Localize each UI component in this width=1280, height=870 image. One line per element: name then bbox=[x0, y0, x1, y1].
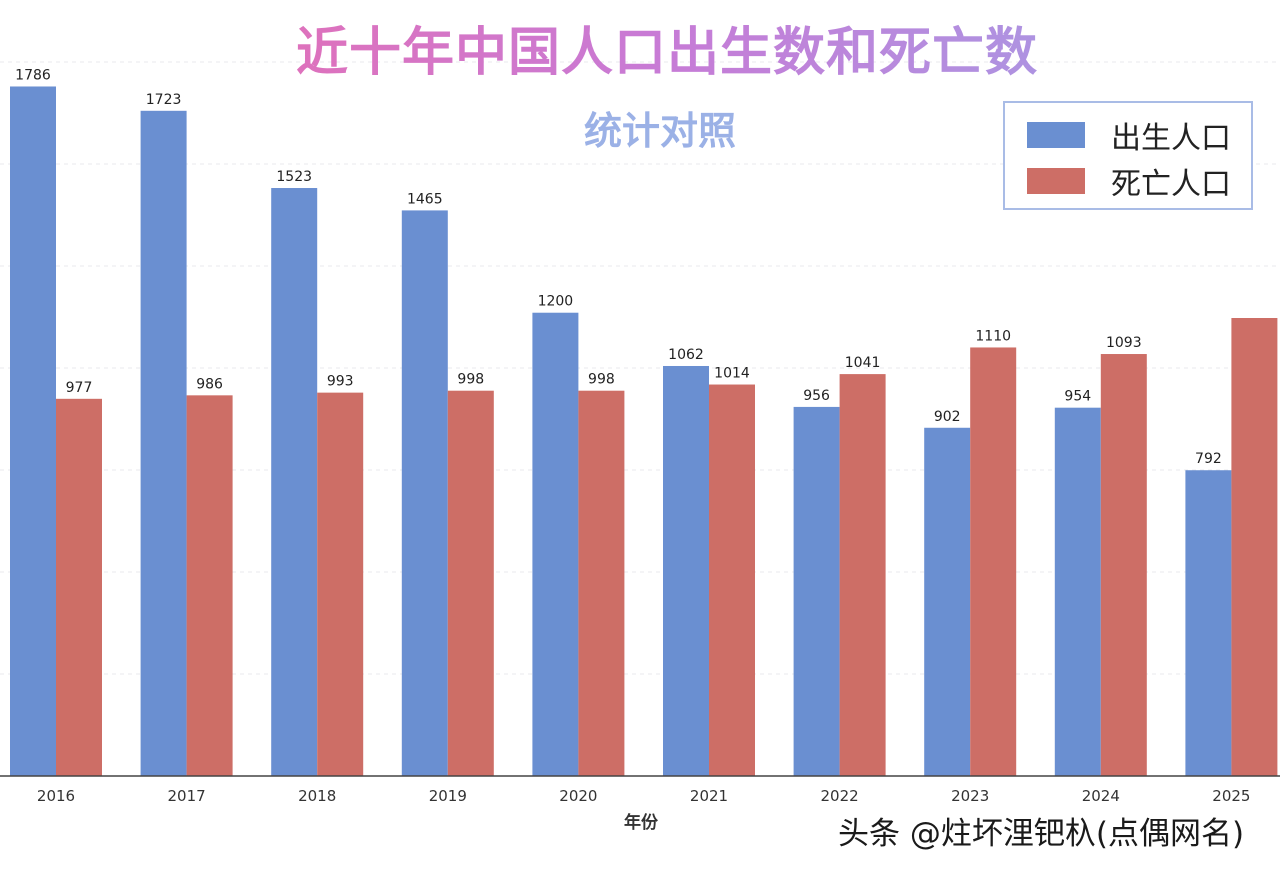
bar-births-2020 bbox=[532, 312, 579, 776]
legend-item-births: 出生人口 bbox=[1027, 115, 1231, 156]
bar-births-2024 bbox=[1054, 407, 1101, 776]
x-tick-labels: 2016 2017 2018 2019 2020 2021 2022 2023 2024 2025 bbox=[37, 787, 1251, 805]
watermark-text: 头条 @炷坏浬钯杁(点偶网名) bbox=[838, 816, 1245, 852]
data-label: 1465 bbox=[407, 191, 443, 207]
x-tick-label: 2023 bbox=[951, 787, 989, 805]
data-label: 998 bbox=[457, 372, 484, 388]
data-label: 1062 bbox=[668, 347, 704, 363]
data-label: 1786 bbox=[15, 67, 51, 83]
data-labels: 1786 977 1723 986 1523 993 1465 998 1200 998 1062 1… bbox=[15, 67, 1222, 467]
bar-deaths-2024 bbox=[1100, 354, 1147, 776]
legend-swatch-deaths bbox=[1027, 168, 1085, 194]
x-tick-label: 2020 bbox=[559, 787, 597, 805]
data-label: 1523 bbox=[276, 169, 312, 185]
legend-swatch-births bbox=[1027, 122, 1085, 148]
bar-births-2019 bbox=[401, 210, 448, 776]
bar-deaths-2019 bbox=[447, 390, 494, 776]
data-label: 1093 bbox=[1106, 335, 1142, 351]
data-label: 1723 bbox=[146, 92, 182, 108]
x-axis-label: 年份 bbox=[624, 812, 659, 833]
data-label: 993 bbox=[327, 374, 354, 390]
bar-births-2018 bbox=[271, 188, 318, 776]
legend-label-deaths: 死亡人口 bbox=[1111, 167, 1231, 202]
bar-births-2021 bbox=[663, 365, 709, 776]
chart-title: 近十年中国人口出生数和死亡数 bbox=[0, 10, 1280, 85]
data-label: 956 bbox=[803, 388, 830, 404]
bars bbox=[10, 86, 1278, 776]
data-label: 998 bbox=[588, 372, 615, 388]
bar-deaths-2023 bbox=[970, 347, 1017, 776]
bar-births-2025 bbox=[1185, 470, 1232, 776]
bar-births-2016 bbox=[10, 86, 56, 776]
x-tick-label: 2017 bbox=[168, 787, 206, 805]
bar-deaths-2017 bbox=[186, 395, 233, 776]
x-tick-label: 2018 bbox=[298, 787, 336, 805]
bar-deaths-2021 bbox=[709, 384, 755, 776]
bar-deaths-2016 bbox=[56, 398, 102, 776]
x-tick-label: 2022 bbox=[821, 787, 859, 805]
data-label: 977 bbox=[66, 380, 93, 396]
legend-label-births: 出生人口 bbox=[1111, 121, 1231, 156]
data-label: 954 bbox=[1064, 389, 1091, 405]
legend: 出生人口 死亡人口 bbox=[1003, 101, 1253, 210]
bar-births-2017 bbox=[140, 110, 187, 776]
x-tick-label: 2016 bbox=[37, 787, 75, 805]
x-tick-label: 2025 bbox=[1212, 787, 1250, 805]
x-tick-label: 2024 bbox=[1082, 787, 1120, 805]
data-label: 1110 bbox=[975, 328, 1011, 344]
data-label: 1041 bbox=[845, 355, 881, 371]
bar-births-2023 bbox=[924, 427, 971, 776]
legend-item-deaths: 死亡人口 bbox=[1027, 161, 1231, 202]
x-tick-label: 2019 bbox=[429, 787, 467, 805]
bar-deaths-2025 bbox=[1231, 318, 1278, 776]
data-label: 1014 bbox=[714, 366, 750, 382]
bar-deaths-2018 bbox=[317, 392, 364, 776]
data-label: 1200 bbox=[538, 294, 574, 310]
bar-births-2022 bbox=[793, 406, 840, 776]
bar-deaths-2020 bbox=[578, 390, 625, 776]
data-label: 986 bbox=[196, 376, 223, 392]
chart-subtitle: 统计对照 bbox=[583, 109, 736, 153]
data-label: 792 bbox=[1195, 451, 1222, 467]
x-tick-label: 2021 bbox=[690, 787, 728, 805]
bar-deaths-2022 bbox=[839, 374, 886, 776]
data-label: 902 bbox=[934, 409, 961, 425]
